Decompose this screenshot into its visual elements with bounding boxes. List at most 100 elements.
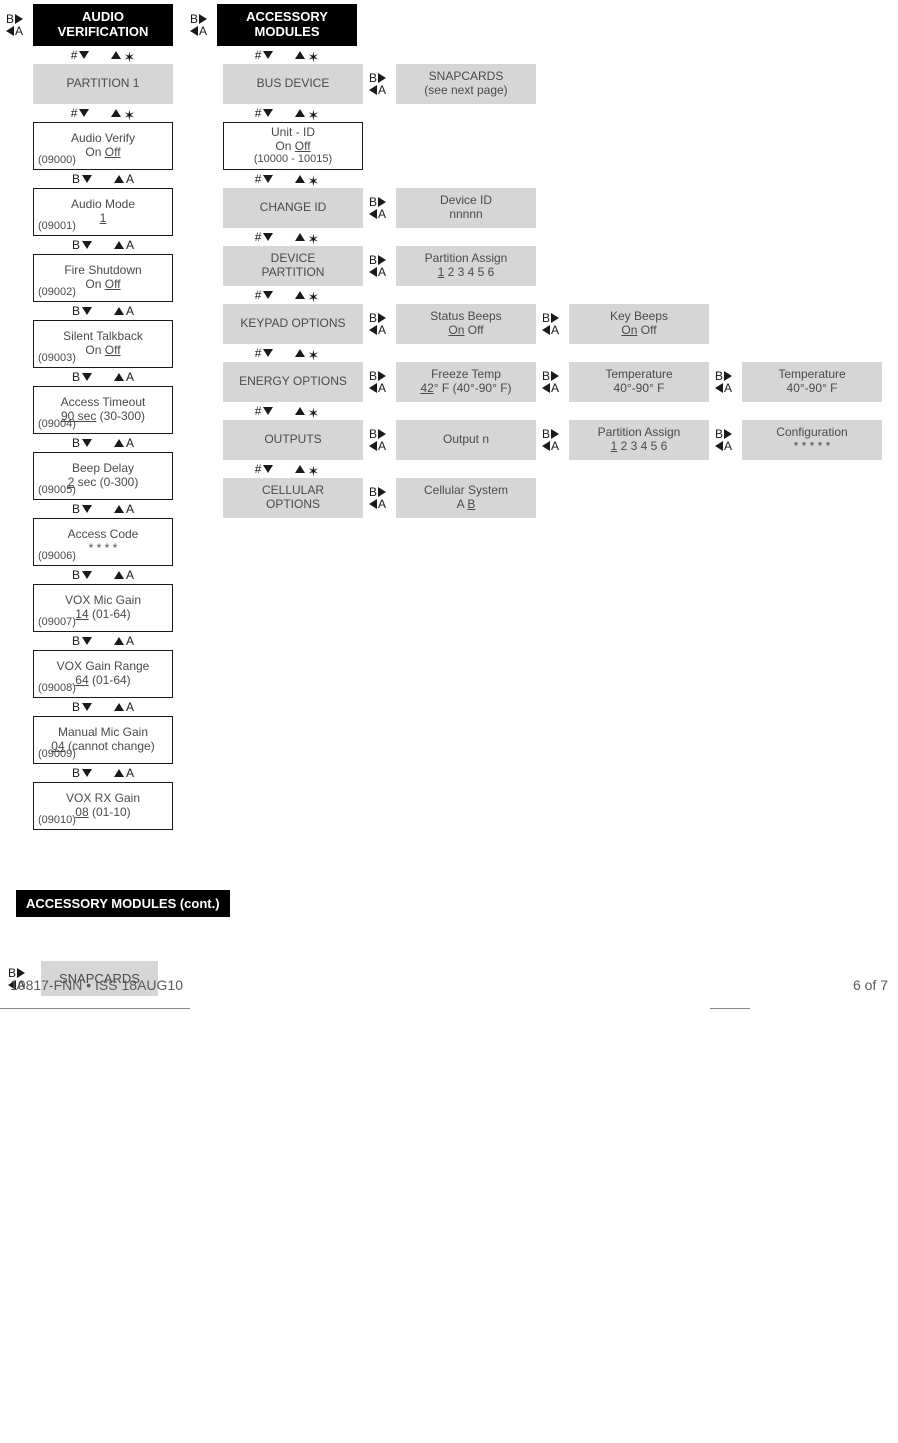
- audio-item-code: (09009): [38, 748, 76, 761]
- accessory-grey: ENERGY OPTIONS: [223, 362, 363, 402]
- nav-ba-icon: B A: [542, 312, 563, 336]
- audio-item: VOX Gain Range 64 (01-64) (09008): [33, 650, 173, 698]
- mini-nav: B A: [33, 434, 173, 452]
- audio-item-code: (09003): [38, 352, 76, 365]
- nav-ba-icon: B A: [369, 196, 390, 220]
- accessory-row: KEYPAD OPTIONS B A Status Beeps On Off B…: [190, 304, 898, 344]
- mini-nav: # ✶: [217, 46, 357, 64]
- audio-item: Access Code * * * * (09006): [33, 518, 173, 566]
- sub-box: Temperature 40°-90° F: [742, 362, 882, 402]
- accessory-grey: CHANGE ID: [223, 188, 363, 228]
- sub-line1: Partition Assign: [425, 252, 508, 266]
- sub-line1: Temperature: [605, 368, 672, 382]
- accessory-grey: BUS DEVICE: [223, 64, 363, 104]
- mini-nav: B A: [33, 764, 173, 782]
- audio-item-title: VOX RX Gain: [66, 792, 140, 806]
- sub-box: Key Beeps On Off: [569, 304, 709, 344]
- mini-nav: B A: [33, 170, 173, 188]
- audio-item-title: Beep Delay: [72, 462, 134, 476]
- mini-nav: B A: [33, 302, 173, 320]
- sub-box: Configuration * * * * *: [742, 420, 882, 460]
- main-grid: B A AUDIO VERIFICATION # ✶ PARTITION 1 #…: [0, 4, 898, 830]
- nav-ba-icon: B A: [715, 428, 736, 452]
- mini-nav: # ✶: [217, 460, 357, 478]
- sub-unit: B A Cellular System A B: [369, 478, 536, 518]
- nav-ba-icon: B A: [190, 4, 211, 46]
- mini-nav: B A: [33, 632, 173, 650]
- mini-nav: # ✶: [33, 104, 173, 122]
- audio-item: Audio Verify On Off (09000): [33, 122, 173, 170]
- audio-item-value: 2 sec (0-300): [68, 476, 139, 490]
- sub-line2: 40°-90° F: [614, 382, 665, 396]
- audio-item-title: VOX Gain Range: [57, 660, 150, 674]
- audio-item-code: (09006): [38, 550, 76, 563]
- audio-item-value: On Off: [85, 146, 120, 160]
- audio-item-value: * * * *: [89, 542, 118, 556]
- footer-left: 10817-FNN • ISS 18AUG10: [10, 977, 183, 993]
- footer: 10817-FNN • ISS 18AUG10 6 of 7: [10, 977, 888, 993]
- sub-box: Status Beeps On Off: [396, 304, 536, 344]
- audio-item-title: Silent Talkback: [63, 330, 143, 344]
- sub-box: Partition Assign 1 2 3 4 5 6: [569, 420, 709, 460]
- sub-unit: B A Key Beeps On Off: [542, 304, 709, 344]
- sub-unit: B A Temperature 40°-90° F: [715, 362, 882, 402]
- nav-ba-icon: B A: [369, 72, 390, 96]
- sub-box: Cellular System A B: [396, 478, 536, 518]
- audio-item-code: (09010): [38, 814, 76, 827]
- accessory-grey: OUTPUTS: [223, 420, 363, 460]
- sub-unit: B A Status Beeps On Off: [369, 304, 536, 344]
- sub-unit: B A SNAPCARDS (see next page): [369, 64, 536, 104]
- nav-ba-icon: B A: [542, 370, 563, 394]
- sub-line2: 42° F (40°-90° F): [420, 382, 511, 396]
- mini-nav: # ✶: [217, 344, 357, 362]
- sub-unit: B A Configuration * * * * *: [715, 420, 882, 460]
- audio-item-code: (09004): [38, 418, 76, 431]
- accessory-grey: KEYPAD OPTIONS: [223, 304, 363, 344]
- audio-item: VOX Mic Gain 14 (01-64) (09007): [33, 584, 173, 632]
- accessory-rows: # ✶ BUS DEVICE B A SNAPCARDS (see next p…: [190, 46, 898, 518]
- sub-line2: * * * * *: [794, 440, 831, 454]
- sub-box: Temperature 40°-90° F: [569, 362, 709, 402]
- audio-header: AUDIO VERIFICATION: [33, 4, 173, 46]
- audio-item-code: (09008): [38, 682, 76, 695]
- sub-unit: B A Partition Assign 1 2 3 4 5 6: [542, 420, 709, 460]
- sub-box: SNAPCARDS (see next page): [396, 64, 536, 104]
- sub-box: Partition Assign 1 2 3 4 5 6: [396, 246, 536, 286]
- audio-item-title: Manual Mic Gain: [58, 726, 148, 740]
- sub-line1: Partition Assign: [598, 426, 681, 440]
- accessory-row: BUS DEVICE B A SNAPCARDS (see next page): [190, 64, 898, 104]
- mini-nav: B A: [33, 236, 173, 254]
- audio-item-code: (09002): [38, 286, 76, 299]
- nav-ba-icon: B A: [369, 370, 390, 394]
- nav-ba-icon: B A: [542, 428, 563, 452]
- footer-right: 6 of 7: [853, 977, 888, 993]
- mini-nav: # ✶: [217, 170, 357, 188]
- audio-item-title: Fire Shutdown: [64, 264, 141, 278]
- nav-ba-icon: B A: [369, 312, 390, 336]
- nav-ba-icon: B A: [369, 428, 390, 452]
- audio-item: VOX RX Gain 08 (01-10) (09010): [33, 782, 173, 830]
- audio-item-value: On Off: [85, 344, 120, 358]
- audio-item-code: (09007): [38, 616, 76, 629]
- sub-line2: 40°-90° F: [787, 382, 838, 396]
- sub-line1: Cellular System: [424, 484, 508, 498]
- audio-item-value: 08 (01-10): [75, 806, 130, 820]
- accessory-column: B A ACCESSORY MODULES # ✶ BUS DEVICE B A…: [186, 4, 898, 830]
- audio-item-code: (09001): [38, 220, 76, 233]
- nav-ba-icon: B A: [369, 254, 390, 278]
- sub-line1: SNAPCARDS: [429, 70, 504, 84]
- sub-line1: Configuration: [776, 426, 847, 440]
- nav-ba-icon: B A: [6, 4, 27, 46]
- sub-line1: Status Beeps: [430, 310, 501, 324]
- sub-box: Output n: [396, 420, 536, 460]
- mini-nav: # ✶: [217, 104, 357, 122]
- audio-item-title: Audio Mode: [71, 198, 135, 212]
- accessory-row: ENERGY OPTIONS B A Freeze Temp 42° F (40…: [190, 362, 898, 402]
- audio-item: Fire Shutdown On Off (09002): [33, 254, 173, 302]
- mini-nav: B A: [33, 698, 173, 716]
- audio-column: B A AUDIO VERIFICATION # ✶ PARTITION 1 #…: [6, 4, 186, 830]
- audio-item-title: VOX Mic Gain: [65, 594, 141, 608]
- nav-ba-icon: B A: [715, 370, 736, 394]
- mini-nav: # ✶: [217, 286, 357, 304]
- sub-line2: A B: [457, 498, 476, 512]
